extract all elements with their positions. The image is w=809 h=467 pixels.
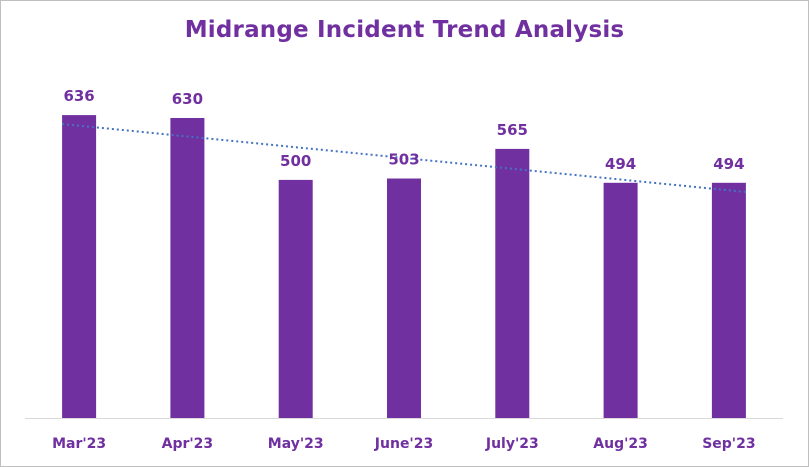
x-tick-label-2: May'23 — [268, 436, 324, 452]
bar-3 — [387, 178, 421, 418]
data-label-5: 494 — [605, 155, 636, 173]
data-label-2: 500 — [280, 152, 311, 170]
data-label-0: 636 — [63, 87, 94, 105]
x-tick-label-5: Aug'23 — [593, 436, 648, 452]
x-tick-labels: Mar'23 Apr'23 May'23 June'23 July'23 Aug'23 Se… — [52, 436, 756, 452]
data-labels: 636 630 500 503 565 494 494 — [63, 87, 744, 173]
bar-6 — [711, 182, 746, 418]
data-label-3: 503 — [388, 151, 419, 169]
data-label-4: 565 — [497, 121, 528, 139]
x-tick-label-0: Mar'23 — [52, 436, 106, 452]
data-label-1: 630 — [172, 90, 203, 108]
x-tick-label-6: Sep'23 — [702, 436, 755, 452]
x-tick-label-3: June'23 — [374, 436, 433, 452]
x-tick-label-4: July'23 — [485, 436, 539, 452]
bar-4 — [495, 148, 530, 418]
bar-5 — [603, 182, 638, 418]
x-tick-label-1: Apr'23 — [162, 436, 214, 452]
chart-title: Midrange Incident Trend Analysis — [184, 17, 625, 43]
bar-2 — [278, 179, 313, 418]
bar-series — [62, 115, 746, 418]
bar-0 — [62, 115, 97, 418]
bar-1 — [170, 118, 205, 418]
data-label-6: 494 — [713, 155, 744, 173]
